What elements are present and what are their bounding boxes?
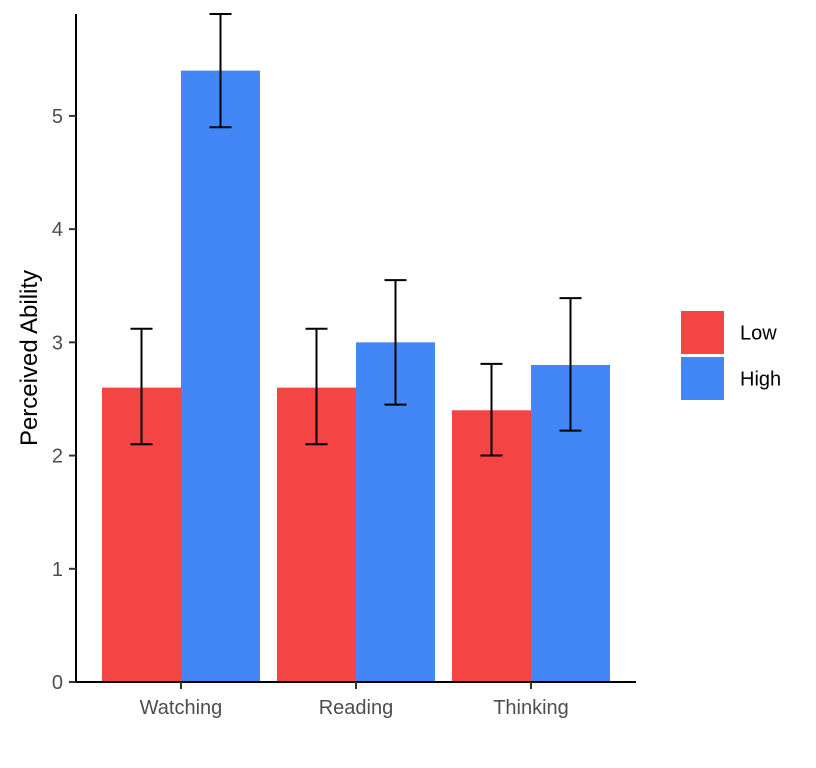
- y-tick-label: 3: [52, 332, 63, 354]
- y-tick-label: 2: [52, 446, 63, 468]
- error-bar-high-reading: [384, 279, 407, 406]
- x-tick-label: Thinking: [493, 697, 569, 719]
- error-bar-high-thinking: [559, 297, 582, 432]
- error-bar-low-watching: [130, 327, 153, 446]
- y-tick-label: 4: [52, 219, 63, 241]
- bars-layer: [102, 70, 610, 682]
- x-ticks: Watching Reading Thinking: [140, 682, 569, 719]
- x-tick-label: Watching: [140, 697, 223, 719]
- error-bar-low-reading: [305, 327, 328, 446]
- y-ticks: 0 1 2 3 4 5: [52, 106, 76, 694]
- bar-high-watching: [181, 70, 260, 682]
- y-tick-label: 0: [52, 672, 63, 694]
- legend: Low High: [681, 311, 781, 400]
- legend-key-high: [681, 357, 724, 400]
- y-tick-label: 1: [52, 559, 63, 581]
- error-bars-layer: [130, 13, 582, 457]
- y-axis-title: Perceived Ability: [16, 270, 43, 446]
- legend-label-low: Low: [740, 323, 777, 345]
- error-bar-high-watching: [209, 13, 232, 129]
- legend-label-high: High: [740, 369, 781, 391]
- y-tick-label: 5: [52, 106, 63, 128]
- legend-key-low: [681, 311, 724, 354]
- x-tick-label: Reading: [319, 697, 394, 719]
- error-bar-low-thinking: [480, 362, 503, 457]
